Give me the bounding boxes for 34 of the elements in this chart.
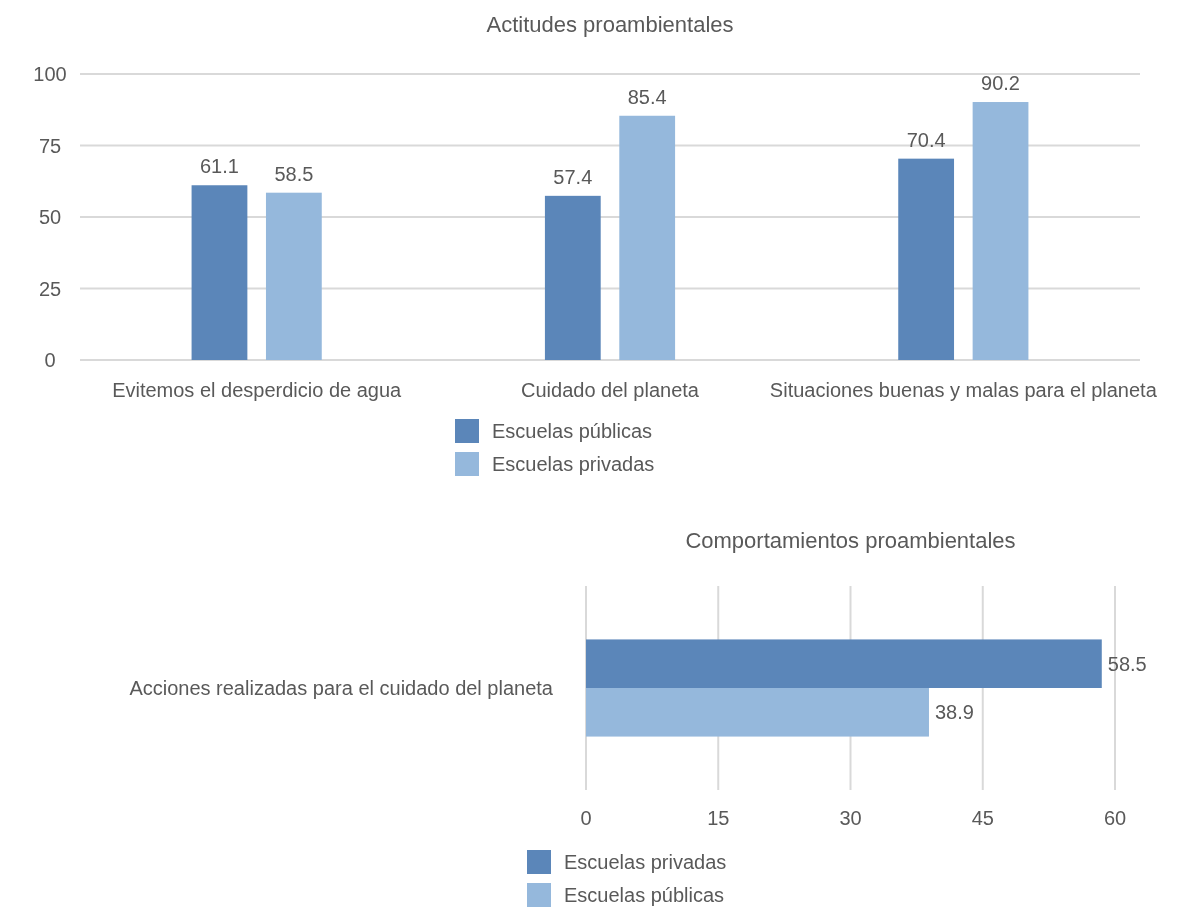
x-tick-label: 0 [580,807,592,829]
x-tick-label: 45 [971,807,994,829]
data-label: 38.9 [934,701,974,724]
x-tick-label: 60 [1103,807,1127,829]
bar [898,158,955,360]
x-tick-label: 30 [839,807,862,829]
data-label: 58.5 [274,162,314,185]
data-label: 58.5 [1107,652,1147,675]
data-label: 85.4 [627,85,667,108]
y-tick-label: Acciones realizadas para el cuidado del planeta [129,677,554,699]
x-tick-label: Situaciones buenas y malas para el planeta [769,379,1158,401]
data-label: 61.1 [200,155,239,178]
y-tick-label: 0 [44,349,56,371]
chart-title: Actitudes proambientales [486,12,734,37]
legend-label: Escuelas públicas [492,420,653,442]
chart-title: Comportamientos proambientales [685,528,1016,553]
data-label: 70.4 [906,128,946,151]
bar [544,195,601,360]
legend-label: Escuelas privadas [492,453,655,475]
bar [619,115,676,360]
y-tick-label: 75 [38,134,62,157]
y-tick-label: 25 [38,277,62,300]
y-tick-label: 50 [38,206,62,228]
legend-label: Escuelas privadas [564,851,727,873]
bar [265,192,322,360]
data-label: 57.4 [553,165,593,188]
data-label: 90.2 [981,72,1020,95]
x-tick-label: Evitemos el desperdicio de agua [112,379,403,401]
bar [972,102,1029,360]
y-tick-label: 100 [33,63,67,85]
x-tick-label: 15 [707,807,730,829]
bar [191,185,248,360]
x-tick-label: Cuidado del planeta [521,379,700,401]
legend-label: Escuelas públicas [564,884,725,906]
